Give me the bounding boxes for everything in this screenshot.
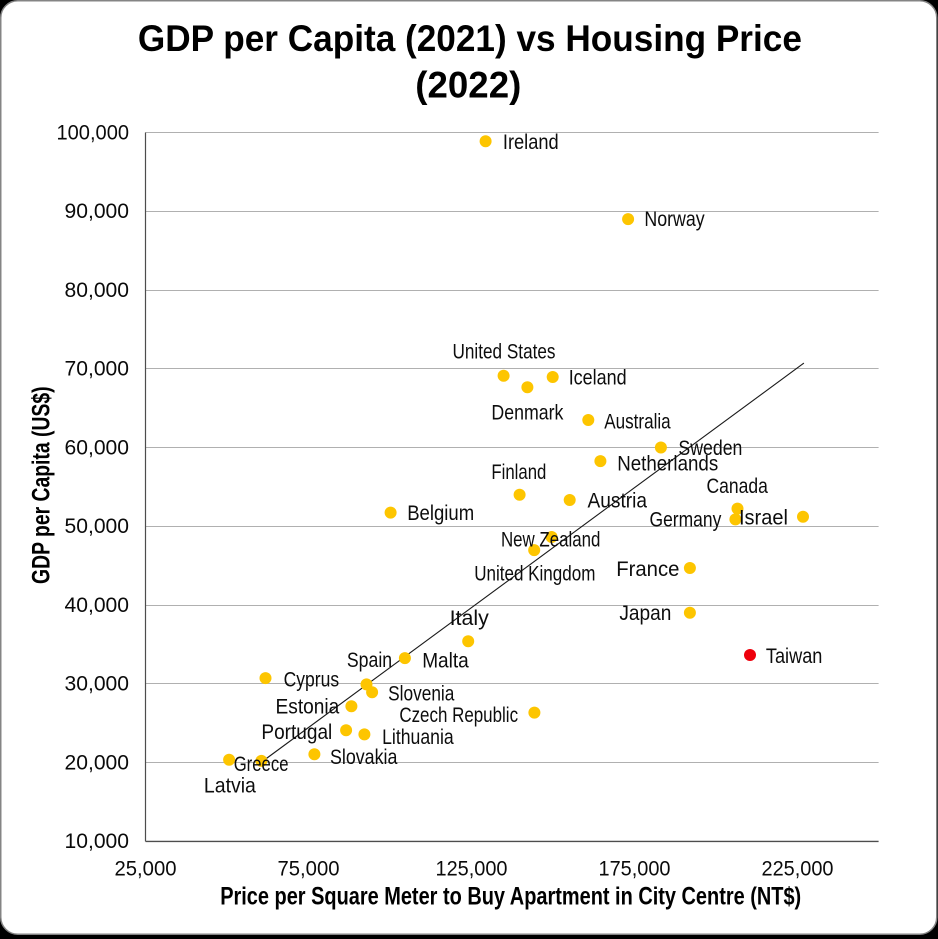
svg-text:20,000: 20,000 [65,750,130,774]
svg-text:80,000: 80,000 [65,278,130,302]
svg-text:New Zealand: New Zealand [501,529,601,552]
svg-text:175,000: 175,000 [599,857,671,881]
svg-text:75,000: 75,000 [278,857,340,881]
svg-text:10,000: 10,000 [65,829,130,853]
svg-text:Italy: Italy [450,607,490,630]
svg-text:50,000: 50,000 [65,514,130,538]
svg-text:GDP per Capita (2021) vs Housi: GDP per Capita (2021) vs Housing Price [138,18,802,59]
svg-text:Slovakia: Slovakia [330,746,398,769]
svg-text:Denmark: Denmark [491,401,563,424]
svg-text:30,000: 30,000 [65,672,130,696]
svg-text:Norway: Norway [644,208,705,231]
svg-text:Lithuania: Lithuania [382,726,454,749]
svg-text:United Kingdom: United Kingdom [474,563,595,586]
svg-text:France: France [616,558,679,581]
svg-text:Latvia: Latvia [204,774,256,797]
svg-text:Finland: Finland [491,461,546,484]
svg-text:Germany: Germany [650,508,722,531]
svg-text:Belgium: Belgium [407,502,474,525]
svg-text:Israel: Israel [739,507,788,530]
svg-text:Slovenia: Slovenia [388,683,455,706]
svg-text:Greece: Greece [234,753,289,776]
svg-text:25,000: 25,000 [115,857,177,881]
svg-text:(2022): (2022) [415,64,521,105]
svg-text:Portugal: Portugal [261,721,332,744]
svg-text:125,000: 125,000 [436,857,508,881]
svg-text:GDP per Capita (US$): GDP per Capita (US$) [27,386,55,584]
svg-text:Taiwan: Taiwan [766,645,823,668]
svg-text:Ireland: Ireland [503,131,559,154]
svg-text:Spain: Spain [347,649,392,672]
svg-text:40,000: 40,000 [65,593,130,617]
svg-text:100,000: 100,000 [57,120,130,144]
svg-text:Austria: Austria [588,490,648,513]
svg-text:Sweden: Sweden [678,437,742,460]
svg-text:Australia: Australia [604,411,671,434]
svg-text:Estonia: Estonia [276,696,340,719]
svg-text:90,000: 90,000 [65,199,130,223]
svg-text:Netherlands: Netherlands [617,453,718,476]
svg-text:Japan: Japan [619,602,671,625]
svg-text:Price per Square Meter to Buy: Price per Square Meter to Buy Apartment … [220,883,801,911]
svg-text:Cyprus: Cyprus [284,669,340,692]
svg-text:Iceland: Iceland [569,367,627,390]
svg-text:United States: United States [453,340,556,363]
svg-text:Czech Republic: Czech Republic [399,704,518,727]
svg-text:60,000: 60,000 [65,435,130,459]
svg-text:Canada: Canada [707,475,769,498]
svg-text:225,000: 225,000 [762,857,834,881]
svg-text:Malta: Malta [422,649,469,672]
svg-text:70,000: 70,000 [65,357,130,381]
